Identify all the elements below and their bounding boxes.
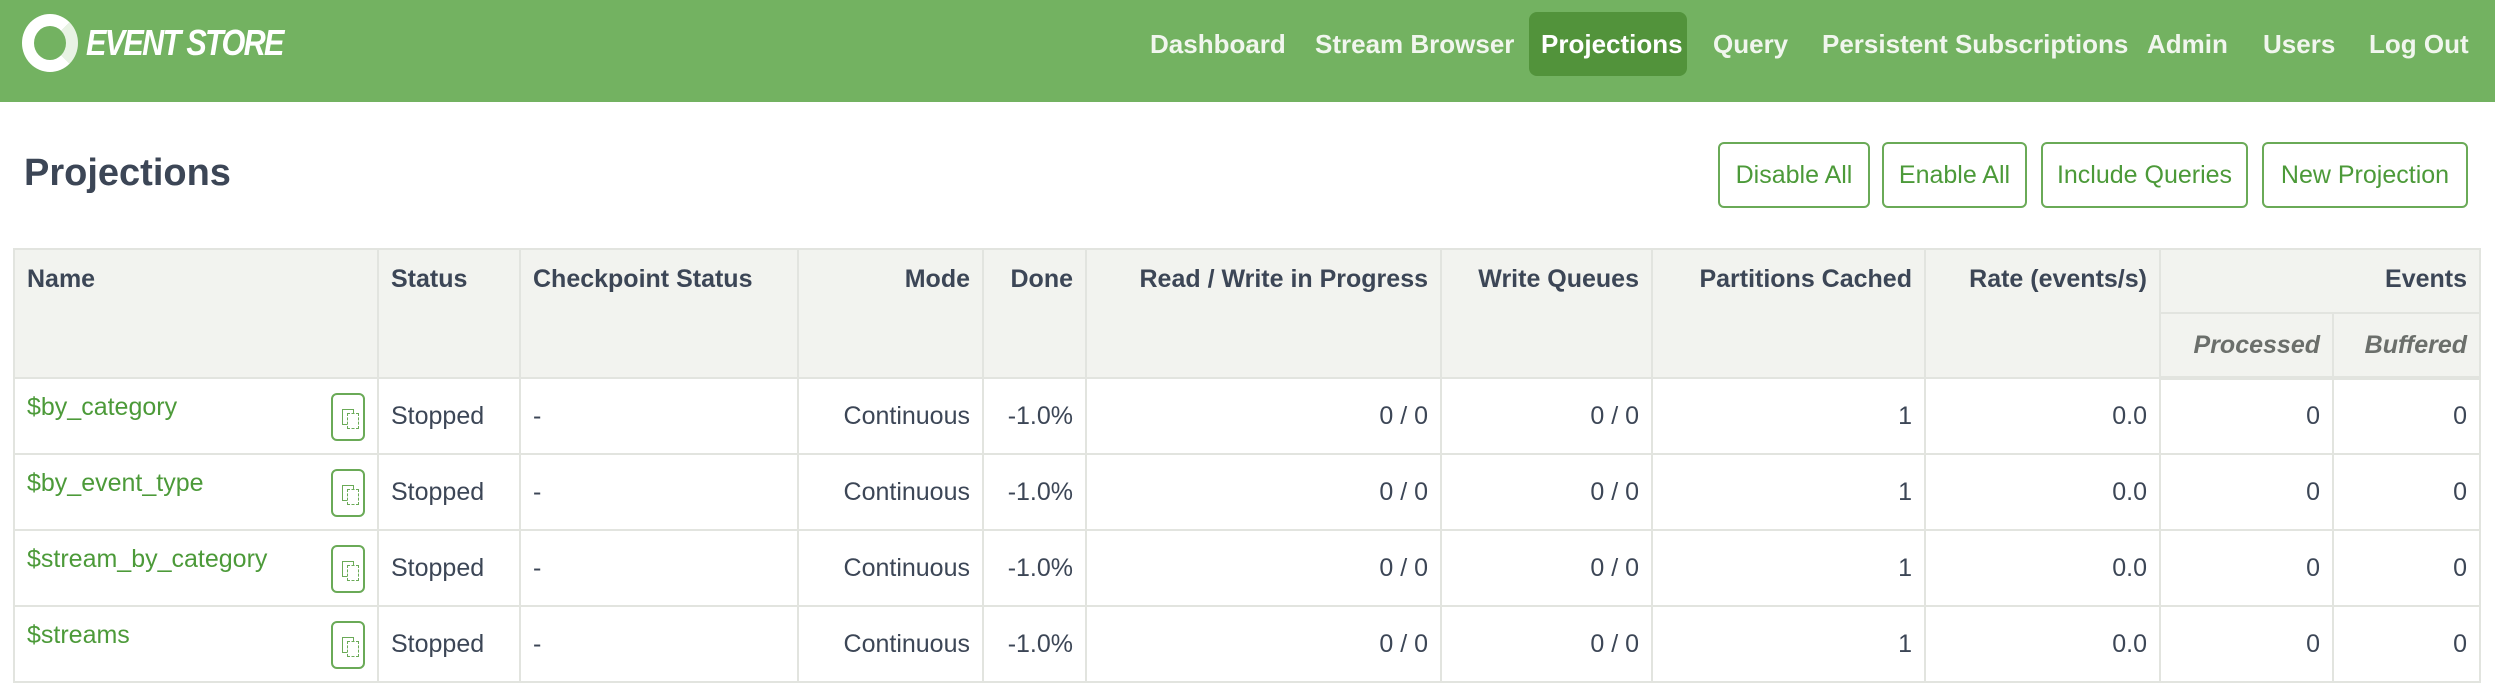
- nav-users[interactable]: Users: [2263, 29, 2336, 59]
- event-store-logo[interactable]: EVENT STORE: [22, 14, 317, 72]
- cell-checkpoint: -: [519, 529, 799, 607]
- copy-icon[interactable]: [331, 545, 365, 593]
- header-checkpoint-status: Checkpoint Status: [519, 248, 799, 379]
- cell-mode: Continuous: [797, 453, 984, 531]
- cell-done: -1.0%: [982, 605, 1087, 683]
- cell-rate: 0.0: [1924, 605, 2161, 683]
- cell-name: $stream_by_category: [13, 529, 379, 607]
- cell-partitions: 1: [1651, 453, 1926, 531]
- cell-status: Stopped: [377, 529, 521, 607]
- cell-status: Stopped: [377, 377, 521, 455]
- cell-mode: Continuous: [797, 377, 984, 455]
- header-buffered: Buffered: [2331, 312, 2482, 380]
- cell-status: Stopped: [377, 605, 521, 683]
- copy-icon[interactable]: [331, 621, 365, 669]
- cell-processed: 0: [2159, 453, 2334, 531]
- new-projection-button[interactable]: New Projection: [2262, 142, 2468, 208]
- cell-rw: 0 / 0: [1085, 377, 1442, 455]
- enable-all-button[interactable]: Enable All: [1882, 142, 2027, 208]
- cell-wq: 0 / 0: [1440, 377, 1653, 455]
- projection-link[interactable]: $by_event_type: [27, 469, 204, 497]
- cell-buffered: 0: [2331, 453, 2482, 531]
- copy-icon[interactable]: [331, 393, 365, 441]
- cell-name: $streams: [13, 605, 379, 683]
- header-events: Events: [2158, 248, 2482, 314]
- cell-wq: 0 / 0: [1440, 529, 1653, 607]
- cell-rw: 0 / 0: [1085, 529, 1442, 607]
- cell-processed: 0: [2159, 377, 2334, 455]
- table-row: $by_event_type Stopped - Continuous -1.0% 0 /…: [13, 453, 2482, 531]
- cell-buffered: 0: [2331, 605, 2482, 683]
- cell-status: Stopped: [377, 453, 521, 531]
- header-mode: Mode: [797, 248, 984, 379]
- table-row: $stream_by_category Stopped - Continuous -1.…: [13, 529, 2482, 607]
- page-title: Projections: [24, 152, 231, 194]
- projections-table: Name Status Checkpoint Status Mode Done …: [13, 248, 2482, 683]
- nav-dashboard[interactable]: Dashboard: [1150, 29, 1286, 59]
- nav-persistent-subscriptions[interactable]: Persistent Subscriptions: [1822, 29, 2129, 59]
- brand-name: EVENT STORE: [86, 22, 284, 63]
- top-navbar: EVENT STORE Dashboard Stream Browser Pro…: [0, 0, 2495, 102]
- cell-processed: 0: [2159, 605, 2334, 683]
- nav-query[interactable]: Query: [1713, 29, 1789, 59]
- cell-wq: 0 / 0: [1440, 605, 1653, 683]
- cell-mode: Continuous: [797, 605, 984, 683]
- projection-link[interactable]: $streams: [27, 621, 130, 649]
- header-done: Done: [982, 248, 1087, 379]
- header-read-write: Read / Write in Progress: [1085, 248, 1442, 379]
- logo-ring-icon: [22, 14, 78, 72]
- header-rate: Rate (events/s): [1924, 248, 2161, 379]
- projection-link[interactable]: $by_category: [27, 393, 178, 421]
- header-write-queues: Write Queues: [1440, 248, 1653, 379]
- nav-log-out[interactable]: Log Out: [2369, 29, 2469, 59]
- cell-rw: 0 / 0: [1085, 453, 1442, 531]
- cell-name: $by_category: [13, 377, 379, 455]
- cell-name: $by_event_type: [13, 453, 379, 531]
- cell-checkpoint: -: [519, 453, 799, 531]
- cell-rate: 0.0: [1924, 453, 2161, 531]
- nav-stream-browser[interactable]: Stream Browser: [1315, 29, 1515, 59]
- include-queries-button[interactable]: Include Queries: [2041, 142, 2248, 208]
- nav-projections[interactable]: Projections: [1529, 12, 1687, 76]
- cell-buffered: 0: [2331, 529, 2482, 607]
- cell-mode: Continuous: [797, 529, 984, 607]
- nav-admin[interactable]: Admin: [2147, 29, 2228, 59]
- cell-rate: 0.0: [1924, 377, 2161, 455]
- cell-partitions: 1: [1651, 605, 1926, 683]
- cell-checkpoint: -: [519, 605, 799, 683]
- cell-done: -1.0%: [982, 529, 1087, 607]
- cell-buffered: 0: [2331, 377, 2482, 455]
- cell-wq: 0 / 0: [1440, 453, 1653, 531]
- projection-link[interactable]: $stream_by_category: [27, 545, 268, 573]
- cell-partitions: 1: [1651, 377, 1926, 455]
- cell-checkpoint: -: [519, 377, 799, 455]
- header-processed: Processed: [2159, 312, 2334, 380]
- table-row: $by_category Stopped - Continuous -1.0% 0 / 0…: [13, 377, 2482, 455]
- header-name: Name: [13, 248, 379, 379]
- cell-partitions: 1: [1651, 529, 1926, 607]
- copy-icon[interactable]: [331, 469, 365, 517]
- header-status: Status: [377, 248, 521, 379]
- cell-done: -1.0%: [982, 453, 1087, 531]
- cell-processed: 0: [2159, 529, 2334, 607]
- cell-rw: 0 / 0: [1085, 605, 1442, 683]
- cell-done: -1.0%: [982, 377, 1087, 455]
- cell-rate: 0.0: [1924, 529, 2161, 607]
- header-partitions-cached: Partitions Cached: [1651, 248, 1926, 379]
- disable-all-button[interactable]: Disable All: [1718, 142, 1870, 208]
